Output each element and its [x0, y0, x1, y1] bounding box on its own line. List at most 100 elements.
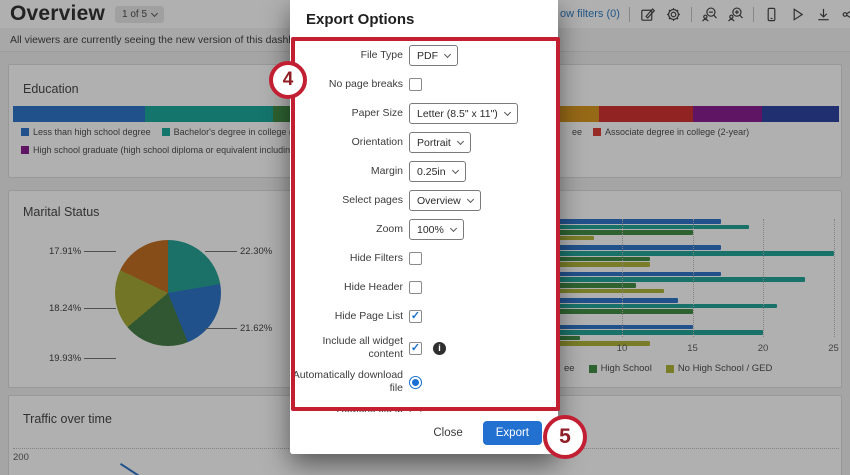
- field-row-no-page-breaks: No page breaks: [290, 74, 558, 95]
- traffic-title: Traffic over time: [23, 412, 112, 426]
- modal-footer: Close Export: [290, 412, 558, 454]
- margin-value: 0.25in: [417, 165, 446, 178]
- field-row-paper-size: Paper Size Letter (8.5" x 11"): [290, 103, 558, 124]
- legend-item: High School: [588, 363, 652, 374]
- legend-label-fragment: ee: [572, 127, 583, 137]
- legend-label-fragment: ee: [564, 363, 575, 374]
- education-title: Education: [23, 82, 79, 96]
- edit-icon[interactable]: [639, 6, 656, 23]
- legend-swatch: [588, 364, 597, 373]
- zoom-select[interactable]: 100%: [409, 219, 464, 240]
- modal-body: File Type PDF No page breaks Paper Size Lett…: [290, 28, 558, 425]
- legend-label: High School: [600, 363, 652, 374]
- select-pages-value: Overview: [417, 194, 461, 207]
- hide-page-list-checkbox[interactable]: ✓: [409, 310, 422, 323]
- include-all-widget-content-checkbox[interactable]: ✓: [409, 341, 422, 355]
- bar: [481, 224, 749, 230]
- field-row-orientation: Orientation Portrait: [290, 132, 558, 153]
- no-page-breaks-checkbox[interactable]: [409, 78, 422, 91]
- file-type-label: File Type: [360, 48, 403, 61]
- export-button[interactable]: Export: [482, 421, 542, 445]
- page-selector[interactable]: 1 of 5: [115, 5, 165, 23]
- bar: [481, 324, 693, 330]
- legend-label: No High School / GED: [677, 363, 773, 374]
- annotation-rectangle: [291, 37, 560, 411]
- play-icon[interactable]: [789, 6, 806, 23]
- no-page-breaks-label: No page breaks: [328, 77, 403, 90]
- traffic-axis-label: 200: [13, 452, 29, 463]
- bar: [481, 245, 721, 250]
- bar-chart-gridline: [692, 219, 694, 337]
- divider: [690, 6, 692, 22]
- marital-status-title: Marital Status: [23, 205, 100, 219]
- bar: [481, 230, 693, 235]
- legend-item: Less than high school degree: [21, 127, 151, 137]
- divider: [752, 6, 754, 22]
- field-row-zoom: Zoom 100%: [290, 219, 558, 240]
- paper-size-label: Paper Size: [351, 106, 403, 119]
- annotation-step-4: 4: [269, 61, 307, 99]
- hide-page-list-label: Hide Page List: [334, 309, 403, 322]
- paper-size-value: Letter (8.5" x 11"): [417, 107, 498, 120]
- pie-label: 21.62%: [205, 323, 272, 334]
- bar-chart-gridline: [833, 219, 835, 337]
- legend-swatch: [593, 128, 602, 136]
- marital-status-pie-chart: [115, 240, 221, 346]
- orientation-label: Orientation: [351, 135, 403, 148]
- paper-size-select[interactable]: Letter (8.5" x 11"): [409, 103, 518, 124]
- download-icon[interactable]: [815, 6, 832, 23]
- margin-select[interactable]: 0.25in: [409, 161, 466, 182]
- notice-text: All viewers are currently seeing the new…: [10, 33, 319, 46]
- orientation-value: Portrait: [417, 136, 451, 149]
- hide-header-checkbox[interactable]: [409, 281, 422, 294]
- field-row-automatically-download-file: Automatically download file: [290, 369, 558, 395]
- info-icon: i: [433, 341, 446, 355]
- zoom-in-user-icon[interactable]: [727, 6, 744, 23]
- field-row-margin: Margin 0.25in: [290, 161, 558, 182]
- legend-label: High school graduate (high school diplom…: [33, 145, 321, 155]
- legend-label: Associate degree in college (2-year): [605, 127, 750, 137]
- zoom-out-user-icon[interactable]: [701, 6, 718, 23]
- field-row-include-all-widget-content: Include all widget content ✓ i: [290, 335, 558, 361]
- bar: [481, 262, 651, 267]
- legend-swatch: [21, 146, 29, 154]
- bar: [481, 250, 834, 256]
- legend-swatch: [21, 128, 29, 136]
- leader-line: [205, 251, 237, 252]
- share-icon[interactable]: [841, 6, 850, 23]
- pie-label: 18.24%: [49, 303, 117, 314]
- field-row-hide-filters: Hide Filters: [290, 248, 558, 269]
- bar: [481, 271, 721, 277]
- leader-line: [84, 251, 117, 252]
- bar: [481, 277, 806, 282]
- bar-chart-tick-label: 25: [828, 343, 839, 354]
- file-type-select[interactable]: PDF: [409, 45, 458, 66]
- zoom-label: Zoom: [376, 222, 403, 235]
- orientation-select[interactable]: Portrait: [409, 132, 471, 153]
- hide-header-label: Hide Header: [344, 280, 403, 293]
- legend-label: Less than high school degree: [33, 127, 151, 137]
- legend-item: Associate degree in college (2-year): [593, 127, 749, 137]
- mobile-preview-icon[interactable]: [763, 6, 780, 23]
- select-pages-select[interactable]: Overview: [409, 190, 481, 211]
- leader-line: [84, 308, 117, 309]
- automatically-download-file-radio[interactable]: [409, 375, 422, 389]
- legend-label: Bachelor's degree in college (4-year): [173, 127, 321, 137]
- close-button[interactable]: Close: [433, 427, 463, 439]
- field-row-file-type: File Type PDF: [290, 45, 558, 66]
- show-filters-link[interactable]: ow filters (0): [560, 8, 620, 20]
- education-bar-segment-less-than-high-school: [13, 106, 146, 122]
- gear-icon[interactable]: [665, 6, 682, 23]
- bar: [481, 256, 651, 262]
- leader-line: [205, 328, 237, 329]
- bar-chart-tick-label: 20: [757, 343, 769, 354]
- bar-group: [481, 245, 841, 267]
- education-legend-row1-right: ee Associate degree in college (2-year): [572, 127, 749, 137]
- bar-chart-gridline: [622, 219, 623, 337]
- bar: [481, 303, 778, 309]
- divider: [628, 6, 630, 22]
- hide-filters-checkbox[interactable]: [409, 252, 422, 265]
- education-bar-segment-doctorate: [762, 106, 839, 122]
- export-options-modal: Export Options File Type PDF No page break…: [290, 0, 558, 454]
- legend-swatch: [161, 128, 170, 136]
